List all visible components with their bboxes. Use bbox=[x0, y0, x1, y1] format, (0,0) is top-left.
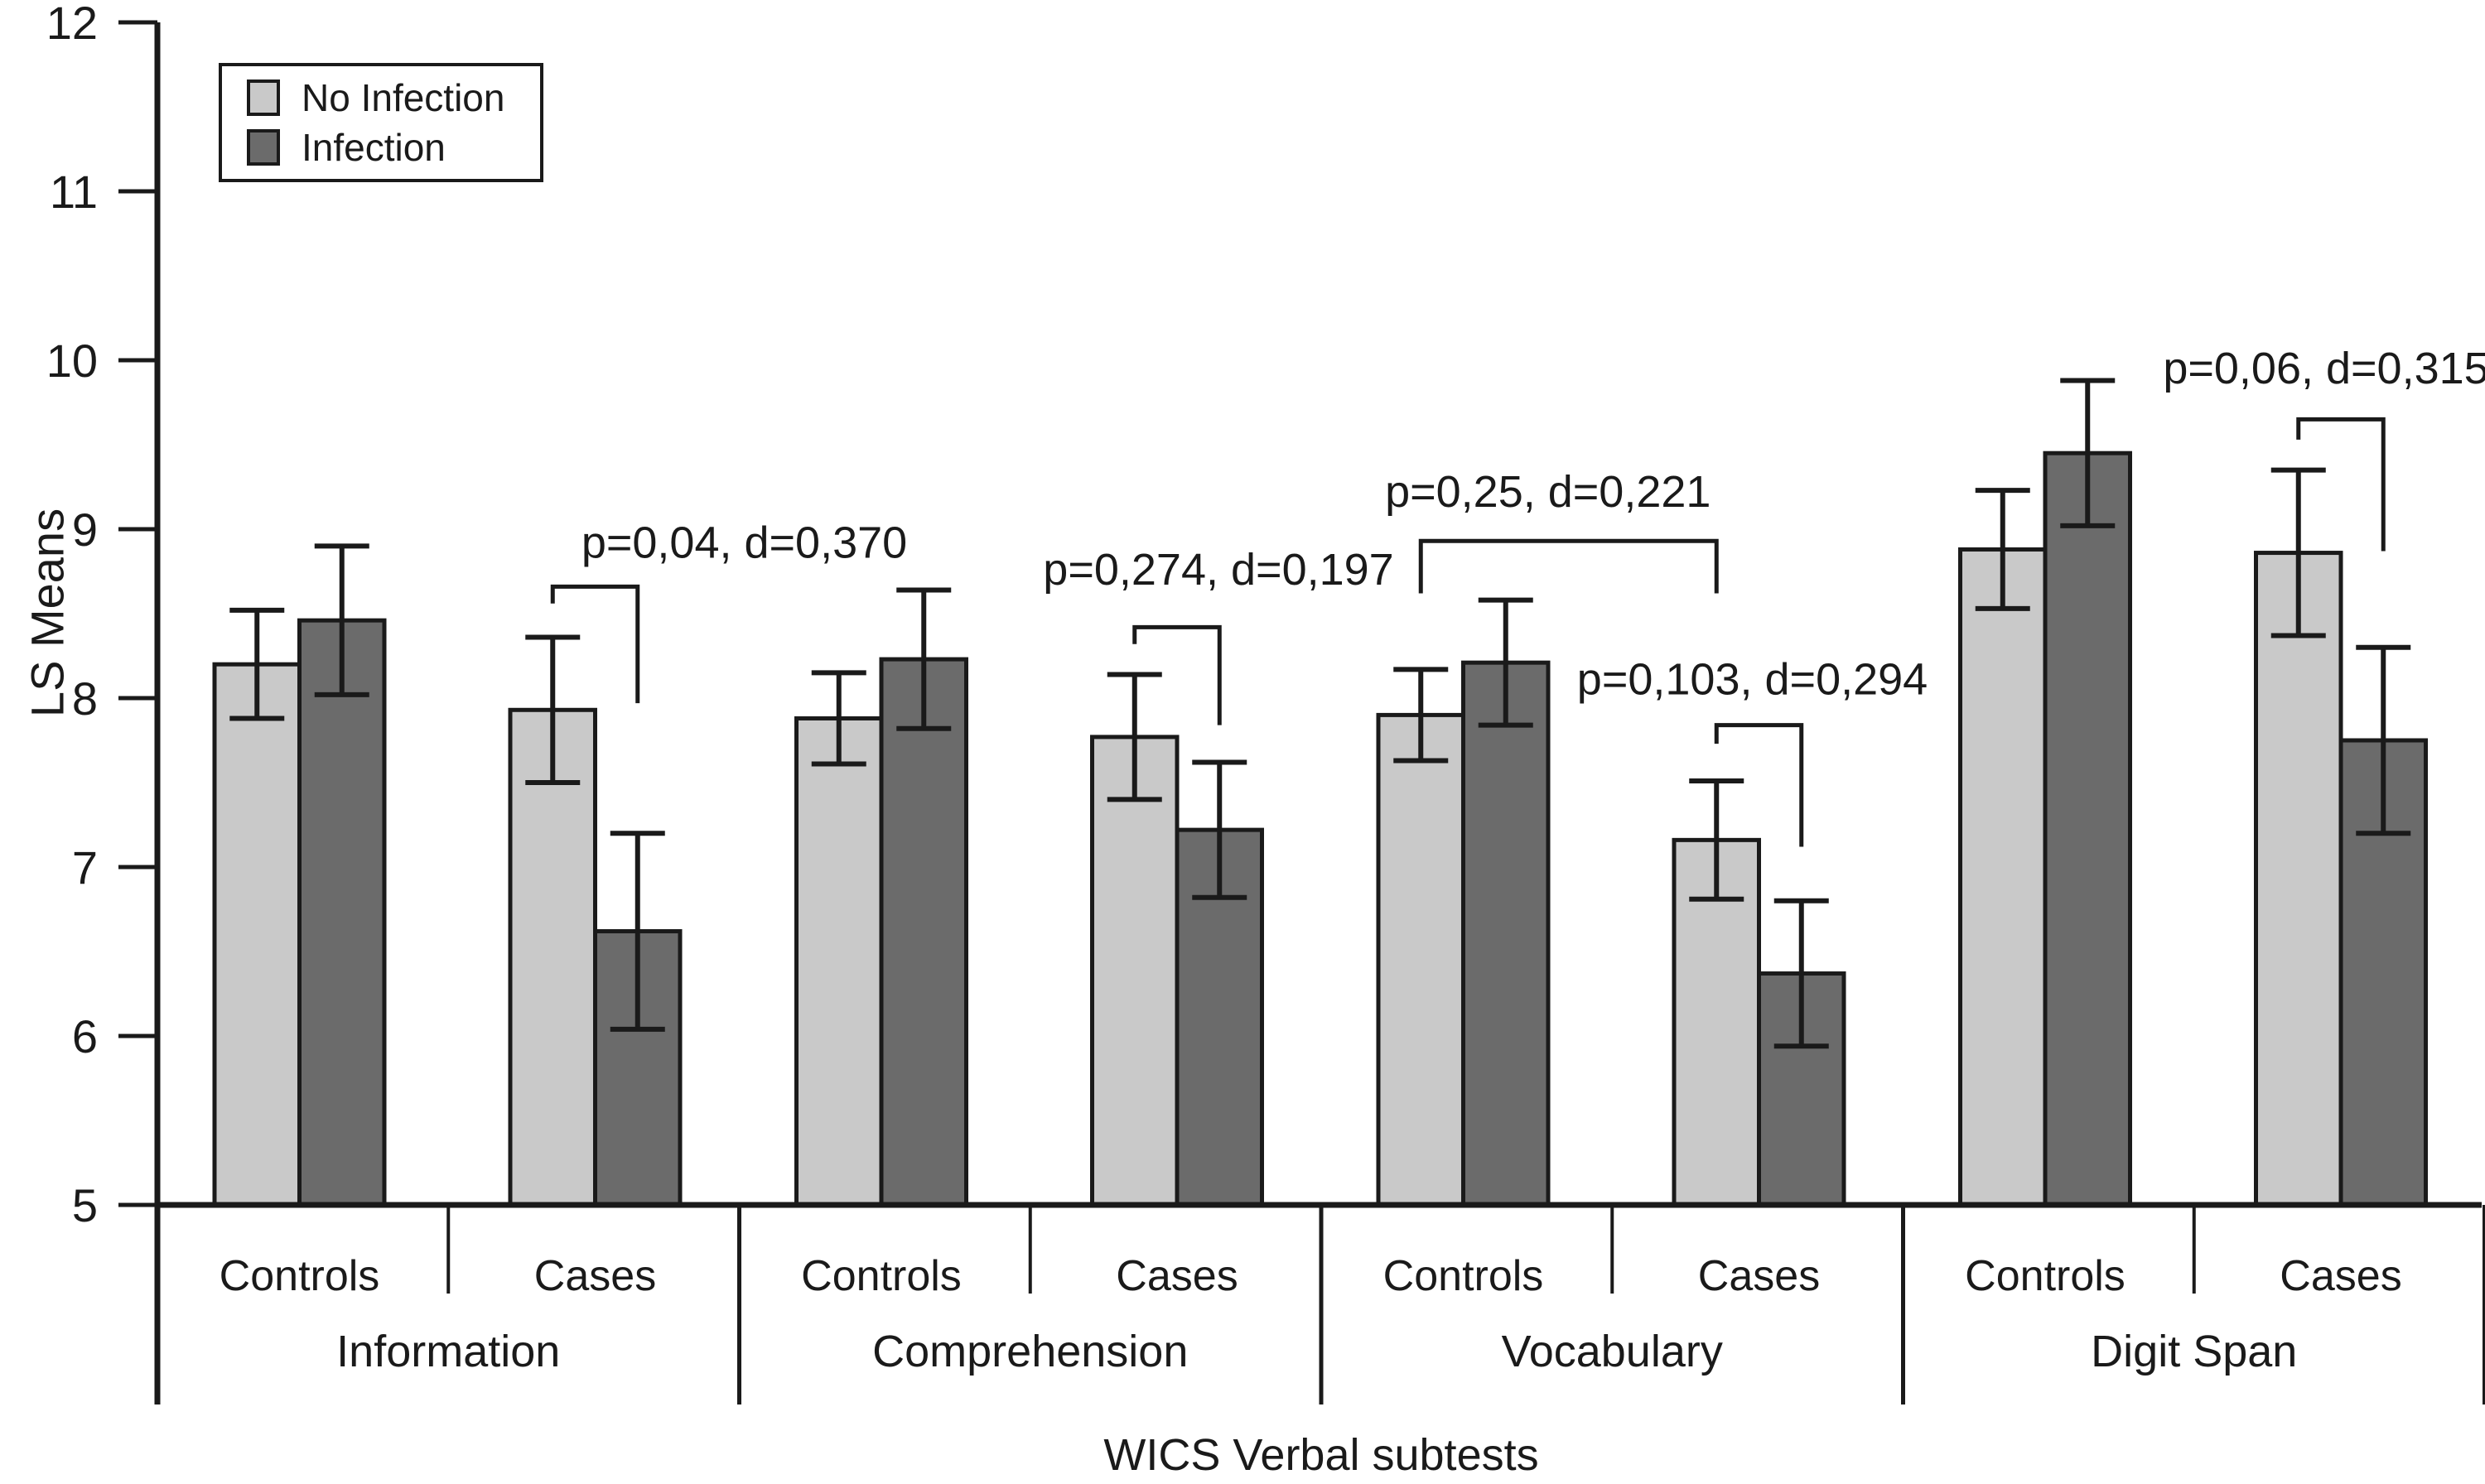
bar-digit-span-controls-no-infection bbox=[1958, 547, 2048, 1207]
significance-bracket-p-0-274-d-0-197 bbox=[1132, 624, 1222, 725]
group-label-vocabulary: Vocabulary bbox=[1502, 1327, 1723, 1376]
legend-item-no-infection: No Infection bbox=[247, 79, 540, 117]
bar-information-controls-infection bbox=[297, 618, 387, 1207]
annotation-p-0-04-d-0-370: p=0,04, d=0,370 bbox=[581, 518, 907, 567]
x-tick-label-information-controls: Controls bbox=[220, 1252, 380, 1300]
significance-bracket-p-0-25-d-0-221 bbox=[1418, 538, 1719, 594]
y-tick-label-6: 6 bbox=[72, 1010, 98, 1062]
group-label-information: Information bbox=[336, 1327, 560, 1376]
x-tick-label-information-cases: Cases bbox=[534, 1252, 656, 1300]
bar-digit-span-controls-infection bbox=[2043, 450, 2132, 1207]
y-tick-label-11: 11 bbox=[50, 166, 98, 218]
x-tick-label-comprehension-controls: Controls bbox=[801, 1252, 962, 1300]
x-tick-label-comprehension-cases: Cases bbox=[1116, 1252, 1238, 1300]
bar-information-controls-no-infection bbox=[212, 662, 302, 1207]
y-tick-label-9: 9 bbox=[72, 504, 98, 556]
annotation-p-0-06-d-0-315: p=0,06, d=0,315 bbox=[2163, 344, 2485, 393]
x-tick-label-vocabulary-controls: Controls bbox=[1383, 1252, 1544, 1300]
x-tick-label-digit-span-controls: Controls bbox=[1965, 1252, 2126, 1300]
legend-label-infection: Infection bbox=[302, 126, 446, 169]
annotation-p-0-103-d-0-294: p=0,103, d=0,294 bbox=[1577, 655, 1928, 705]
legend: No Infection Infection bbox=[219, 63, 543, 182]
x-axis-title: WICS Verbal subtests bbox=[1103, 1430, 1539, 1480]
y-tick-label-8: 8 bbox=[72, 672, 98, 725]
x-tick-label-vocabulary-cases: Cases bbox=[1698, 1252, 1820, 1300]
significance-bracket-p-0-04-d-0-370 bbox=[550, 584, 640, 704]
significance-bracket-p-0-103-d-0-294 bbox=[1714, 723, 1804, 847]
y-tick-label-7: 7 bbox=[72, 841, 98, 894]
no-infection-swatch-icon bbox=[247, 80, 280, 116]
bar-comprehension-controls-no-infection bbox=[794, 716, 884, 1207]
annotation-p-0-25-d-0-221: p=0,25, d=0,221 bbox=[1385, 467, 1711, 517]
significance-bracket-p-0-06-d-0-315 bbox=[2296, 417, 2386, 552]
bar-information-cases-no-infection bbox=[508, 707, 597, 1207]
x-tick-label-digit-span-cases: Cases bbox=[2280, 1252, 2401, 1300]
y-tick-label-12: 12 bbox=[46, 0, 98, 49]
bar-vocabulary-controls-infection bbox=[1461, 660, 1551, 1207]
bar-comprehension-controls-infection bbox=[879, 657, 968, 1207]
group-label-comprehension: Comprehension bbox=[872, 1327, 1188, 1376]
y-tick-label-5: 5 bbox=[72, 1179, 98, 1231]
bar-digit-span-cases-no-infection bbox=[2254, 551, 2343, 1207]
legend-label-no-infection: No Infection bbox=[302, 76, 505, 119]
bar-vocabulary-controls-no-infection bbox=[1376, 712, 1465, 1207]
y-tick-label-10: 10 bbox=[46, 335, 98, 387]
group-label-digit-span: Digit Span bbox=[2091, 1327, 2297, 1376]
bar-comprehension-cases-no-infection bbox=[1090, 735, 1180, 1207]
annotation-p-0-274-d-0-197: p=0,274, d=0,197 bbox=[1043, 545, 1393, 595]
y-axis-title: LS Means bbox=[21, 508, 74, 718]
infection-swatch-icon bbox=[247, 129, 280, 166]
legend-item-infection: Infection bbox=[247, 128, 540, 166]
